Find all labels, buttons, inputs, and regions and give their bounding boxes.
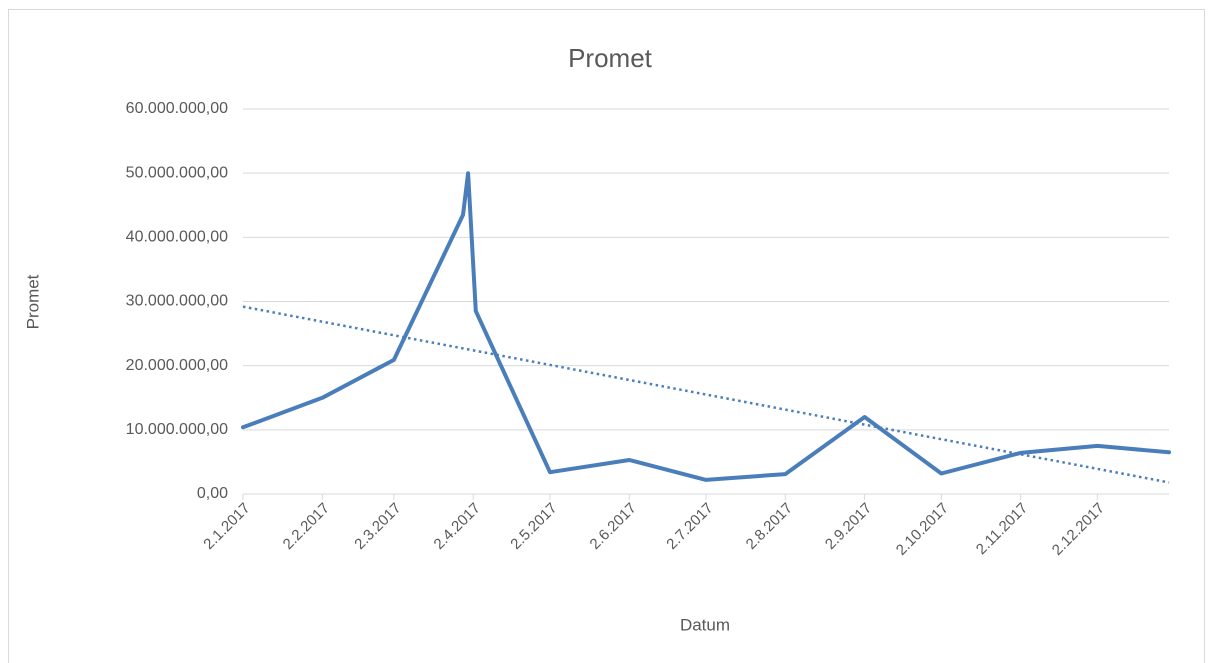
chart-border bbox=[8, 9, 1205, 663]
chart-title: Promet bbox=[568, 43, 653, 73]
x-axis-title: Datum bbox=[680, 615, 730, 634]
y-tick-label: 20.000.000,00 bbox=[126, 357, 228, 374]
y-tick-label: 50.000.000,00 bbox=[126, 164, 228, 181]
y-axis-title: Promet bbox=[23, 274, 42, 329]
y-tick-label: 0,00 bbox=[197, 485, 228, 502]
y-tick-label: 10.000.000,00 bbox=[126, 421, 228, 438]
y-tick-label: 40.000.000,00 bbox=[126, 229, 228, 246]
trendline bbox=[242, 305, 1170, 484]
y-tick-label: 60.000.000,00 bbox=[126, 100, 228, 117]
y-tick-label: 30.000.000,00 bbox=[126, 293, 228, 310]
data-line bbox=[241, 171, 1171, 482]
